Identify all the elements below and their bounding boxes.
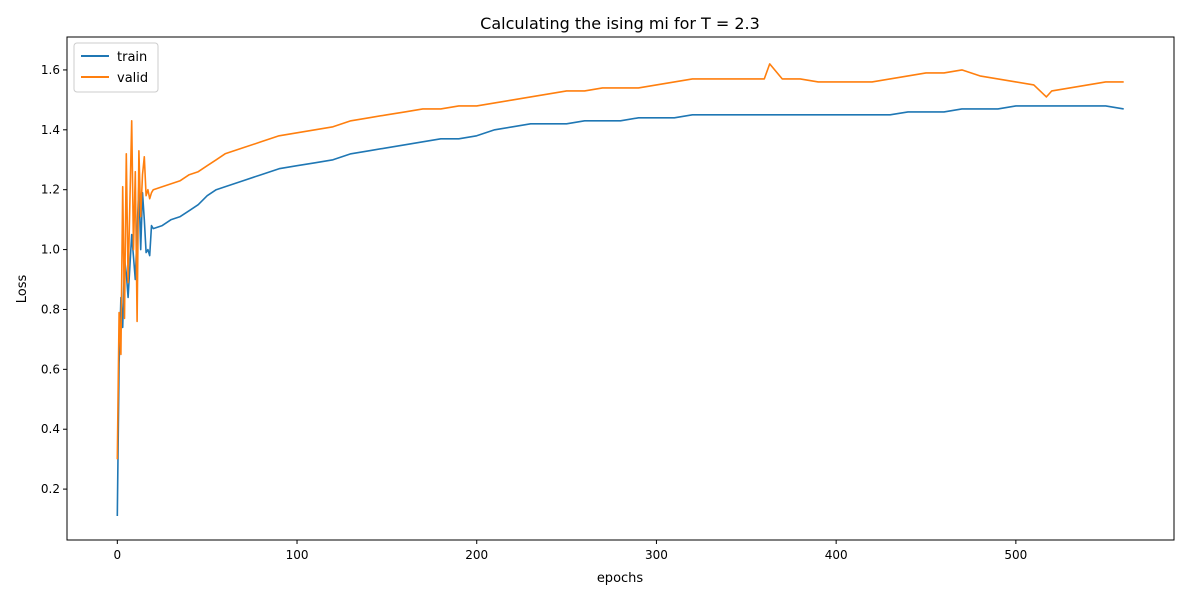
legend: train valid (73, 42, 159, 93)
y-tick-label: 0.6 (41, 362, 60, 376)
y-tick-label: 1.4 (41, 123, 60, 137)
plot-frame (66, 36, 1175, 541)
x-tick-label: 300 (645, 548, 668, 562)
y-tick-label: 0.2 (41, 482, 60, 496)
legend-label-valid: valid (117, 71, 148, 86)
y-tick-label: 1.6 (41, 63, 60, 77)
series-line-train (116, 105, 1124, 517)
x-axis: 0 100 200 300 400 500 (113, 540, 1027, 562)
x-tick-label: 500 (1004, 548, 1027, 562)
y-axis-label: Loss (15, 275, 30, 304)
y-axis: 0.2 0.4 0.6 0.8 1.0 1.2 1.4 1.6 (41, 63, 67, 496)
legend-label-train: train (117, 50, 147, 65)
x-tick-label: 400 (825, 548, 848, 562)
y-tick-label: 0.4 (41, 422, 60, 436)
y-tick-label: 0.8 (41, 302, 60, 316)
plot-area (116, 63, 1124, 517)
x-tick-label: 100 (286, 548, 309, 562)
y-tick-label: 1.0 (41, 243, 60, 257)
x-tick-label: 0 (113, 548, 121, 562)
y-tick-label: 1.2 (41, 183, 60, 197)
x-axis-label: epochs (597, 571, 644, 586)
chart-title: Calculating the ising mi for T = 2.3 (480, 14, 760, 33)
x-tick-label: 200 (465, 548, 488, 562)
series-line-valid (116, 63, 1124, 460)
